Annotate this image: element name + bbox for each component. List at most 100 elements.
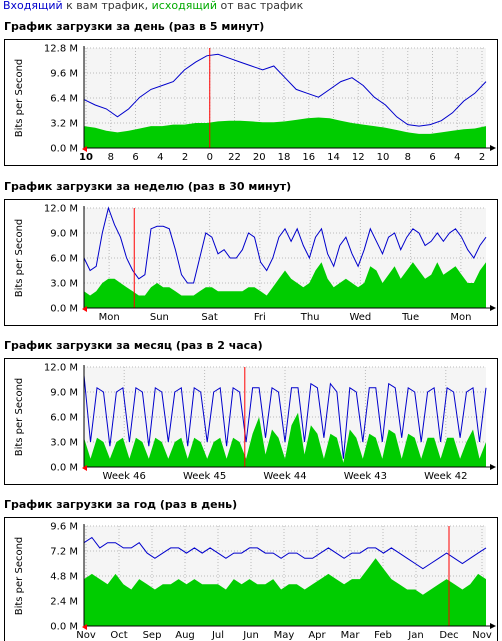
y-tick-label: 2.4 M [50,597,78,608]
x-axis-arrow [490,623,496,629]
y-tick-label: 0.0 M [50,304,78,315]
x-tick-label: 4 [157,152,163,163]
x-axis-arrow [490,145,496,151]
x-tick-label: Nov [472,630,492,641]
series-out-area [84,262,486,308]
x-tick-label: 20 [253,152,266,163]
chart-frame [4,517,498,641]
x-tick-label: May [274,630,295,641]
y-tick-label: 12.0 M [44,363,78,374]
x-tick-label: 8 [108,152,114,163]
y-tick-label: 12.8 M [44,44,78,55]
y-tick-label: 3.2 M [50,119,78,130]
chart-title-year: График загрузки за год (раз в день) [4,498,238,511]
x-tick-label: 8 [405,152,411,163]
x-tick-label: 2 [479,152,485,163]
origin-marker [82,465,87,471]
legend-out-text: от вас трафик [216,0,304,12]
chart-frame [4,358,498,485]
y-tick-label: 9.6 M [50,69,78,80]
chart-title-day: График загрузки за день (раз в 5 минут) [4,20,265,33]
chart-year: 0.0 M 2.4 M 4.8 M 7.2 M 9.6 M Nov Oct Sep Aug Jul… [4,517,498,641]
series-in-line [83,53,487,127]
series-in-line [83,375,487,459]
origin-marker [82,624,87,630]
x-tick-label: 6 [132,152,138,163]
y-tick-label: 0.0 M [50,622,78,633]
y-tick-label: 12.0 M [44,204,78,215]
x-tick-label: Jul [211,630,224,641]
y-tick-label: 9.0 M [50,388,78,399]
series-in-line [83,206,487,284]
x-tick-label: Apr [308,630,326,641]
origin-marker [82,306,87,312]
x-tick-label: 10 [377,152,390,163]
y-axis-label: Bits per Second [14,59,25,138]
x-tick-label: Week 42 [424,471,467,482]
chart-frame [4,39,498,166]
x-tick-label: Mon [450,312,471,323]
y-tick-label: 6.0 M [50,254,78,265]
series-out-area [84,412,486,467]
chart-week: 0.0 M 3.0 M 6.0 M 9.0 M 12.0 M Mon Sun Sat Fri Th… [4,199,498,326]
y-tick-label: 9.6 M [50,522,78,533]
y-tick-label: 6.0 M [50,413,78,424]
x-tick-label: Fri [254,312,266,323]
x-tick-label: 14 [327,152,340,163]
y-tick-label: 6.4 M [50,94,78,105]
x-tick-label: 12 [352,152,365,163]
x-tick-label: Mar [341,630,361,641]
x-tick-label: Tue [401,312,419,323]
chart-title-month: График загрузки за месяц (раз в 2 часа) [4,339,263,352]
x-tick-label: Feb [374,630,392,641]
x-tick-label: Jun [242,630,259,641]
x-tick-label: Sep [143,630,162,641]
x-tick-label: Mon [99,312,120,323]
series-out-area [84,117,486,148]
chart-month: 0.0 M 3.0 M 6.0 M 9.0 M 12.0 M Week 46 Week 45… [4,358,498,485]
chart-title-week: График загрузки за неделю (раз в 30 мину… [4,180,292,193]
origin-marker [82,146,87,152]
y-tick-label: 9.0 M [50,229,78,240]
x-tick-label: 2 [182,152,188,163]
x-tick-label: Jan [407,630,423,641]
x-tick-label: Week 43 [344,471,387,482]
x-tick-label: Dec [439,630,458,641]
legend-out-label: исходящий [151,0,217,12]
chart-frame [4,199,498,326]
series-out-area [84,558,486,626]
x-tick-label: Nov [76,630,96,641]
x-tick-label: 22 [228,152,241,163]
x-tick-label: Sat [201,312,217,323]
x-axis-arrow [490,305,496,311]
y-tick-label: 3.0 M [50,279,78,290]
legend: Входящий к вам трафик, исходящий от вас … [3,0,303,12]
y-tick-label: 0.0 M [50,463,78,474]
series-in-line [83,536,487,570]
y-tick-label: 4.8 M [50,572,78,583]
x-tick-label: Wed [349,312,371,323]
x-tick-label: Oct [110,630,127,641]
x-tick-label: 18 [278,152,291,163]
x-tick-label: 16 [302,152,315,163]
x-tick-label: Aug [175,630,195,641]
y-axis-label: Bits per Second [14,537,25,616]
legend-in-label: Входящий [3,0,63,12]
legend-in-text: к вам трафик, [62,0,152,12]
y-tick-label: 3.0 M [50,438,78,449]
x-axis-arrow [490,464,496,470]
x-tick-label: 10 [79,152,93,163]
x-tick-label: Week 46 [103,471,146,482]
x-tick-label: 0 [207,152,213,163]
x-tick-label: 6 [429,152,435,163]
x-tick-label: Sun [150,312,169,323]
x-tick-label: Week 44 [263,471,306,482]
y-tick-label: 0.0 M [50,144,78,155]
x-tick-label: Thu [300,312,320,323]
x-tick-label: 4 [454,152,460,163]
chart-day: 0.0 M3.2 M6.4 M9.6 M12.8 M10 8 6 4 2 0 22 20 18 1… [4,39,498,166]
y-tick-label: 7.2 M [50,547,78,558]
y-axis-label: Bits per Second [14,378,25,457]
y-axis-label: Bits per Second [14,219,25,298]
x-tick-label: Week 45 [183,471,226,482]
